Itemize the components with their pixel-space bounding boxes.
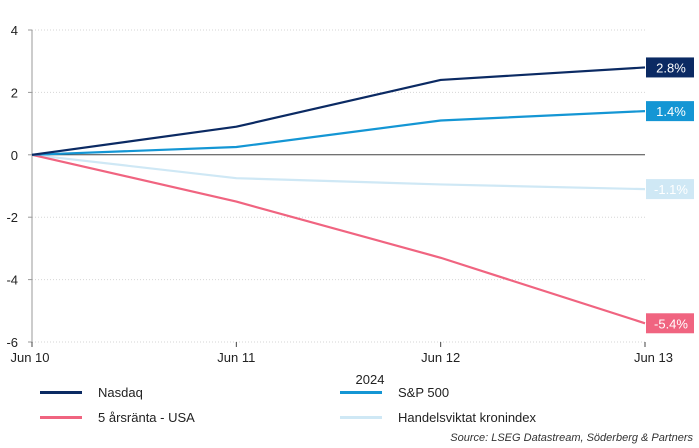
x-tick-label: Jun 11 (217, 350, 255, 365)
series-line (31, 66, 646, 156)
legend-label: 5 årsränta - USA (98, 410, 195, 425)
legend-label: Handelsviktat kronindex (398, 410, 537, 425)
y-tick-label: 2 (11, 85, 18, 100)
x-axis-title: 2024 (355, 372, 385, 387)
legend-label: S&P 500 (398, 385, 450, 400)
x-tick-label: Jun 13 (634, 350, 673, 365)
end-label-text: -1.1% (654, 182, 688, 197)
series-line (31, 153, 646, 191)
end-label-box (646, 57, 694, 78)
end-label-box (646, 313, 694, 334)
series-lines (31, 66, 646, 325)
legend-label: Nasdaq (98, 385, 143, 400)
legend-swatch-krona-index (340, 416, 382, 419)
y-axis-ticks: 4 2 0 -2 -4 -6 (6, 23, 32, 350)
grid-lines (32, 29, 645, 343)
end-label-text: 2.8% (656, 60, 686, 75)
legend-item-5y-rate: 5 årsränta - USA (40, 410, 195, 425)
y-tick-label: 0 (11, 148, 18, 163)
legend-item-sp500: S&P 500 (340, 385, 449, 400)
end-label-box (646, 179, 694, 200)
series-line (31, 153, 646, 325)
x-tick-label: Jun 10 (10, 350, 49, 365)
legend-swatch-sp500 (340, 391, 382, 394)
legend-item-nasdaq: Nasdaq (40, 385, 143, 400)
legend-swatch-nasdaq (40, 391, 82, 394)
x-axis-ticks: Jun 10 Jun 11 Jun 12 Jun 13 (10, 342, 673, 365)
series-line (31, 110, 646, 156)
y-tick-label: -4 (6, 273, 18, 288)
end-labels: 2.8% 1.4% -5.4% -1.1% (646, 57, 694, 334)
legend-item-krona-index: Handelsviktat kronindex (340, 410, 536, 425)
y-tick-label: -6 (6, 335, 18, 350)
y-tick-label: -2 (6, 210, 18, 225)
y-tick-label: 4 (11, 23, 18, 38)
source-note: Source: LSEG Datastream, Söderberg & Par… (450, 432, 693, 444)
end-label-box (646, 101, 694, 122)
end-label-text: -5.4% (654, 316, 688, 331)
x-tick-label: Jun 12 (421, 350, 460, 365)
end-label-text: 1.4% (656, 104, 686, 119)
legend-swatch-5y-rate (40, 416, 82, 419)
